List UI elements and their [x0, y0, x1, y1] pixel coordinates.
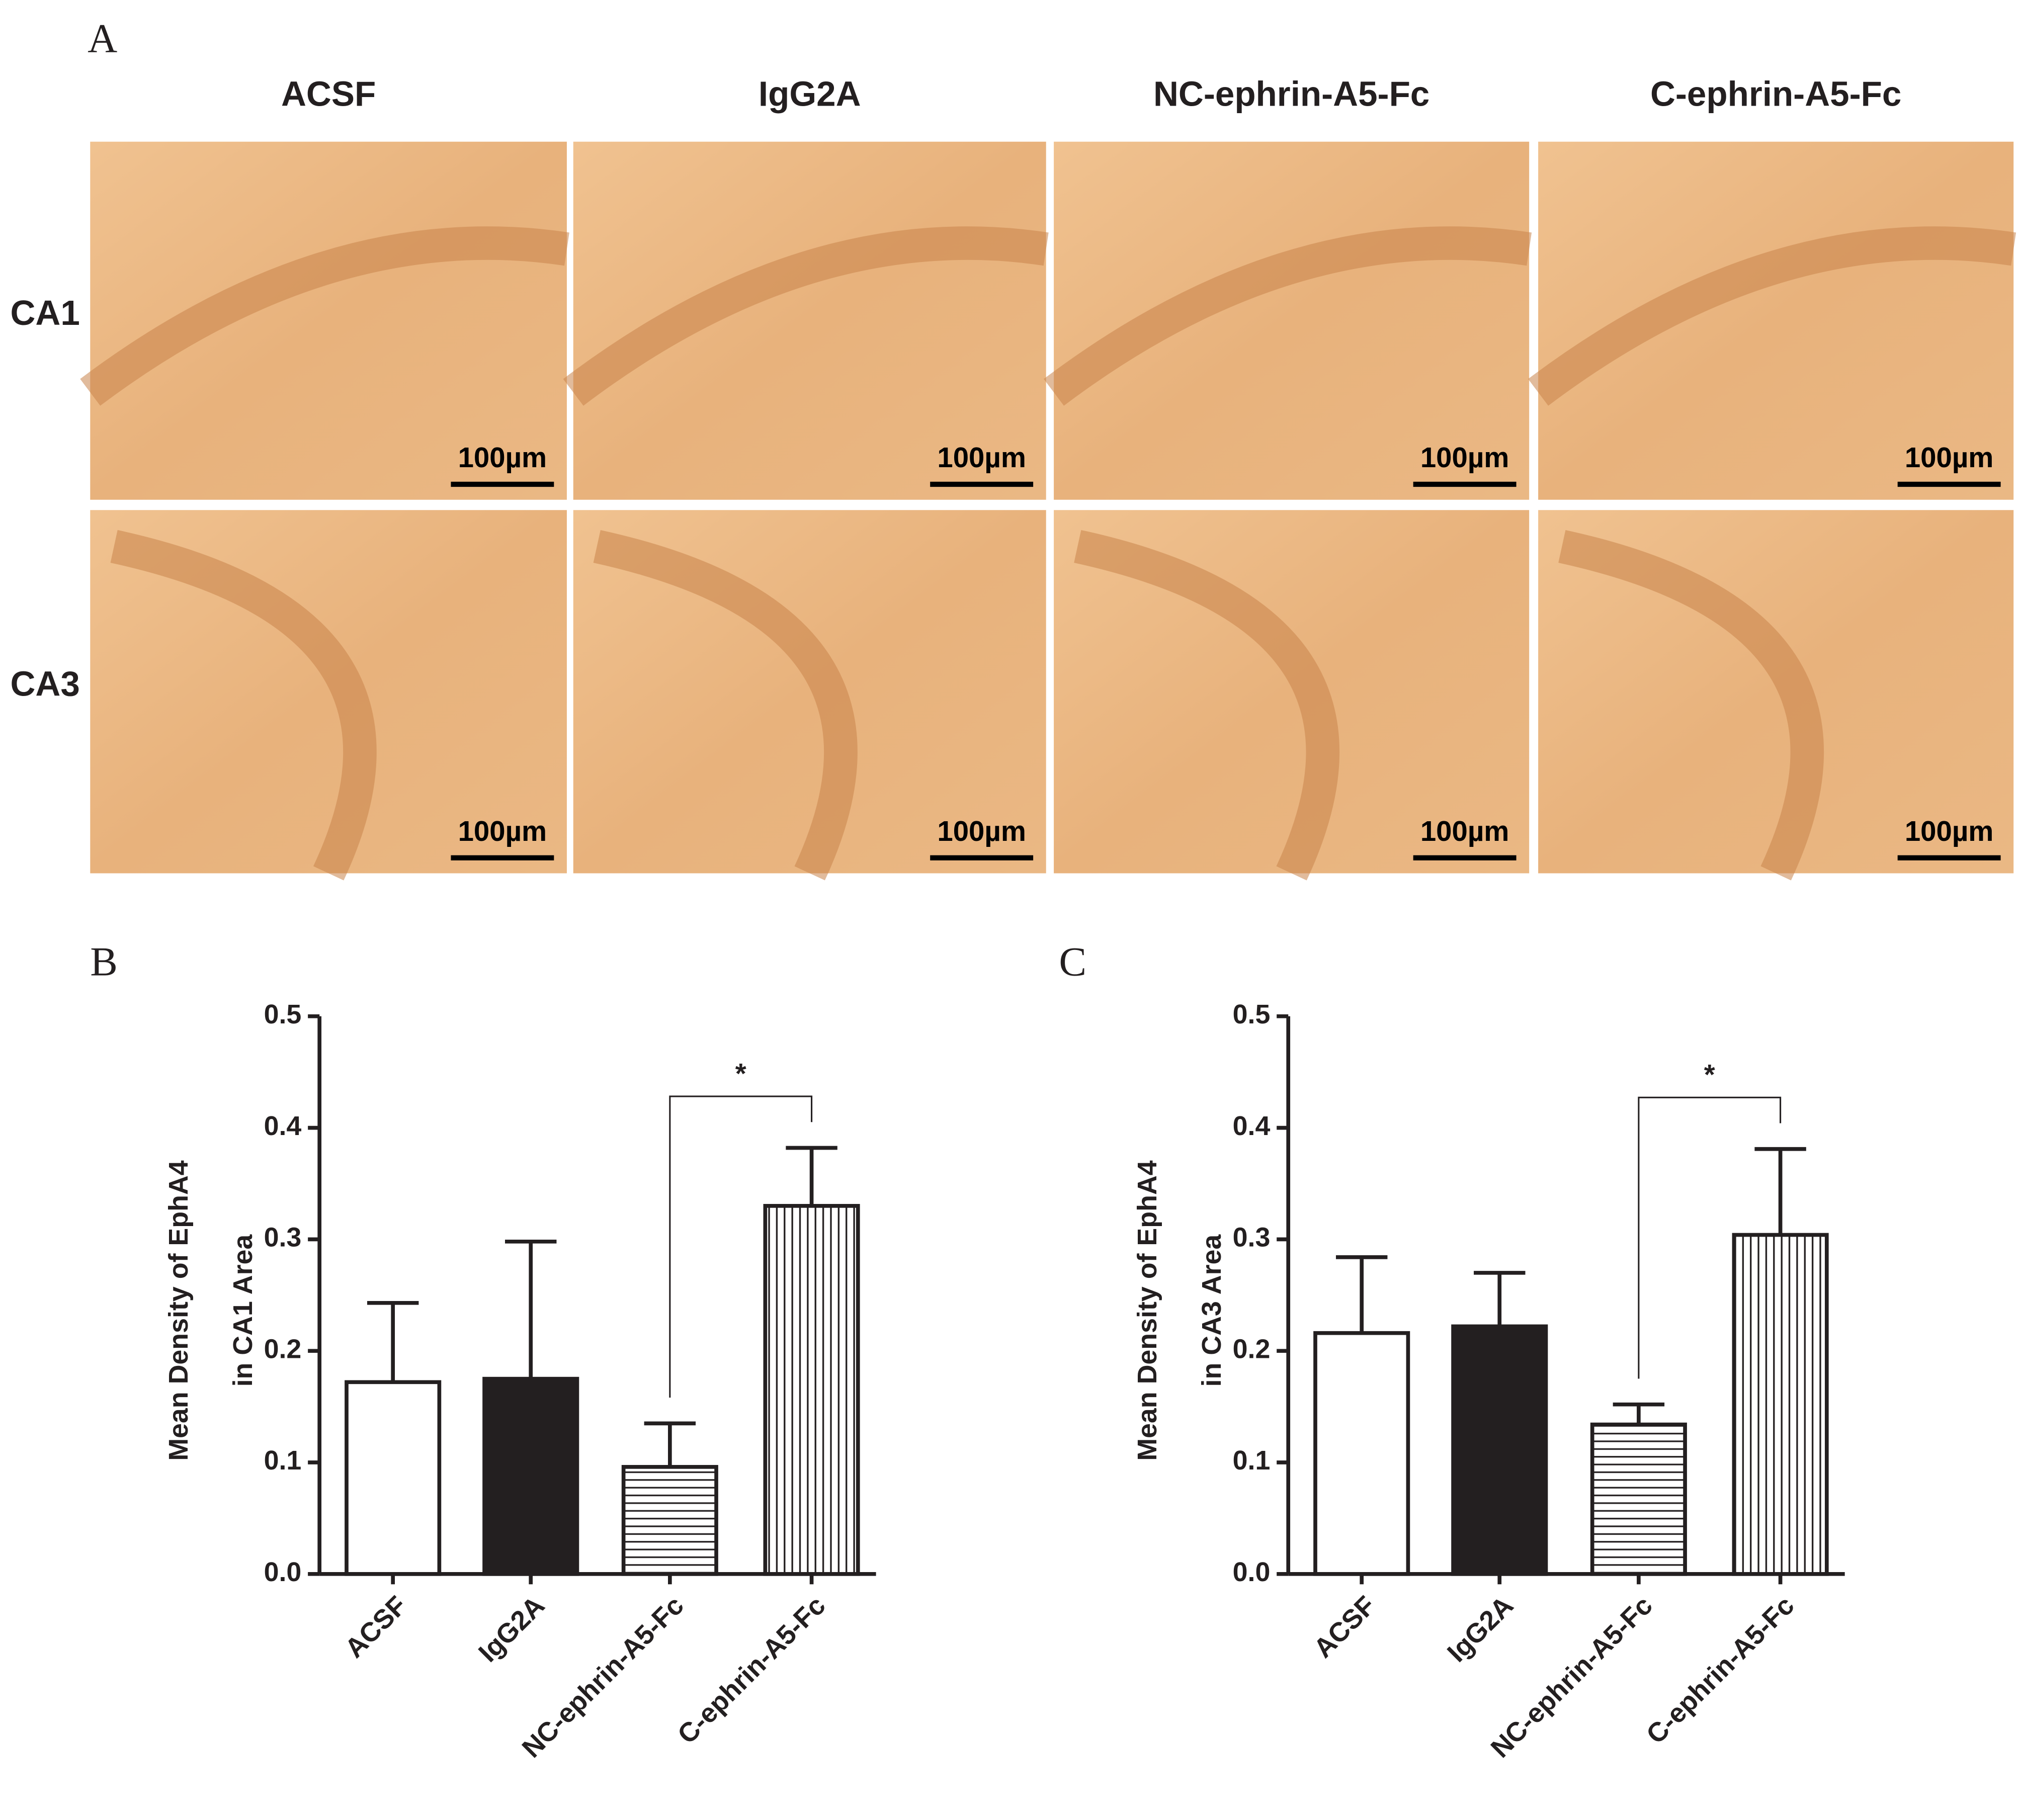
bar — [621, 1465, 718, 1576]
column-header: C-ephrin-A5-Fc — [1650, 74, 1901, 113]
x-tick-label: ACSF — [339, 1590, 412, 1664]
x-tick-label: ACSF — [1308, 1590, 1381, 1664]
scale-bar-label: 100µm — [1420, 815, 1509, 847]
panel-label: B — [90, 939, 118, 985]
scale-bar-label: 100µm — [1420, 442, 1509, 473]
y-axis-label: in CA1 Area — [228, 1234, 258, 1387]
y-tick-label: 0.0 — [264, 1557, 302, 1587]
bar — [1732, 1233, 1829, 1576]
y-tick-label: 0.0 — [1233, 1557, 1271, 1587]
scale-bar: 100µm — [1897, 815, 2001, 860]
y-tick-label: 0.3 — [264, 1223, 302, 1253]
scale-bar-label: 100µm — [1905, 815, 1994, 847]
scale-bar-label: 100µm — [1905, 442, 1994, 473]
cell-layer — [80, 226, 569, 406]
significance-bracket — [1638, 1096, 1782, 1379]
y-tick-label: 0.5 — [264, 999, 302, 1029]
panel-label: C — [1059, 939, 1086, 985]
scale-bar: 100µm — [1413, 815, 1517, 860]
bar — [763, 1204, 860, 1576]
cell-layer — [110, 530, 377, 881]
scale-bar: 100µm — [1413, 442, 1517, 487]
scale-bar: 100µm — [930, 815, 1034, 860]
significance-label: * — [1704, 1059, 1715, 1090]
cell-layer — [1074, 530, 1340, 881]
y-tick-label: 0.2 — [1233, 1334, 1271, 1364]
column-header: NC-ephrin-A5-Fc — [1153, 74, 1429, 113]
bar — [482, 1376, 579, 1576]
bar — [1590, 1422, 1687, 1576]
y-tick-label: 0.1 — [1233, 1445, 1271, 1476]
y-tick-label: 0.5 — [1233, 999, 1271, 1029]
x-tick-label: C-ephrin-A5-Fc — [672, 1590, 831, 1750]
y-tick-label: 0.1 — [264, 1445, 302, 1476]
scale-bar: 100µm — [930, 442, 1034, 487]
scale-bar: 100µm — [451, 442, 554, 487]
scale-bar-label: 100µm — [458, 442, 547, 473]
x-tick-label: C-ephrin-A5-Fc — [1641, 1590, 1800, 1750]
scale-bar-label: 100µm — [937, 442, 1026, 473]
column-header: IgG2A — [759, 74, 861, 113]
cell-layer — [1558, 530, 1824, 881]
panel-label: A — [88, 15, 117, 61]
y-axis-label: in CA3 Area — [1197, 1234, 1227, 1387]
y-tick-label: 0.4 — [264, 1111, 302, 1141]
scale-bar-label: 100µm — [937, 815, 1026, 847]
bar — [1451, 1324, 1548, 1576]
significance-label: * — [735, 1058, 746, 1089]
scale-bar: 100µm — [1897, 442, 2001, 487]
bar — [1313, 1331, 1410, 1576]
significance-bracket — [669, 1095, 813, 1398]
row-label: CA1 — [10, 293, 79, 332]
cell-layer — [563, 226, 1049, 406]
column-header: ACSF — [281, 74, 376, 113]
x-tick-label: IgG2A — [1442, 1590, 1519, 1668]
y-tick-label: 0.2 — [264, 1334, 302, 1364]
scale-bar-label: 100µm — [458, 815, 547, 847]
bar — [345, 1380, 442, 1576]
y-axis-label: Mean Density of EphA4 — [1132, 1160, 1162, 1461]
row-label: CA3 — [10, 664, 79, 703]
y-axis-label: Mean Density of EphA4 — [163, 1160, 194, 1461]
cell-layer — [593, 530, 858, 881]
cell-layer — [1528, 226, 2016, 406]
y-tick-label: 0.4 — [1233, 1111, 1271, 1141]
cell-layer — [1044, 226, 1532, 406]
scale-bar: 100µm — [451, 815, 554, 860]
y-tick-label: 0.3 — [1233, 1223, 1271, 1253]
x-tick-label: IgG2A — [473, 1590, 550, 1668]
